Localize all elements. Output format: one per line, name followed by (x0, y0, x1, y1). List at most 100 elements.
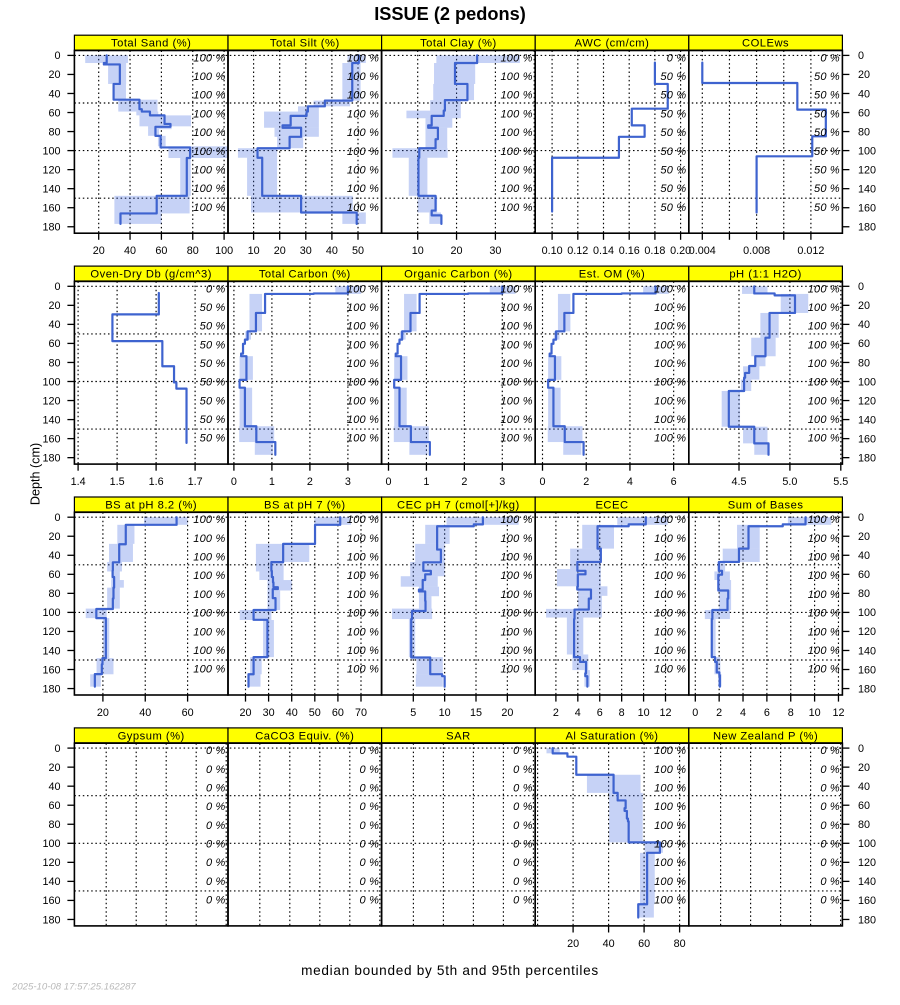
svg-text:100 %: 100 % (193, 664, 225, 676)
svg-text:60: 60 (182, 707, 194, 719)
svg-text:100 %: 100 % (654, 395, 686, 407)
svg-text:0.008: 0.008 (743, 245, 770, 257)
svg-text:100 %: 100 % (500, 52, 532, 64)
svg-text:180: 180 (858, 222, 876, 234)
svg-text:0: 0 (539, 476, 545, 488)
svg-text:100 %: 100 % (500, 664, 532, 676)
svg-text:0 %: 0 % (206, 764, 226, 776)
svg-text:10: 10 (638, 707, 650, 719)
svg-text:100 %: 100 % (500, 164, 532, 176)
svg-text:100 %: 100 % (808, 514, 840, 526)
svg-text:100 %: 100 % (500, 71, 532, 83)
svg-text:120: 120 (858, 395, 876, 407)
svg-text:100 %: 100 % (808, 626, 840, 638)
svg-text:50 %: 50 % (200, 321, 226, 333)
svg-text:100 %: 100 % (654, 339, 686, 351)
svg-text:100 %: 100 % (654, 283, 686, 295)
svg-text:100 %: 100 % (654, 570, 686, 582)
svg-text:ECEC: ECEC (595, 499, 628, 511)
svg-text:120: 120 (42, 626, 60, 638)
svg-text:Oven-Dry Db (g/cm^3): Oven-Dry Db (g/cm^3) (90, 269, 212, 281)
svg-text:60: 60 (858, 338, 870, 350)
svg-text:4: 4 (740, 707, 746, 719)
svg-text:4.5: 4.5 (731, 476, 746, 488)
svg-text:100 %: 100 % (347, 302, 379, 314)
svg-text:20: 20 (501, 707, 513, 719)
svg-text:5.0: 5.0 (782, 476, 797, 488)
svg-text:0 %: 0 % (513, 838, 533, 850)
svg-text:100 %: 100 % (654, 664, 686, 676)
svg-text:20: 20 (567, 938, 579, 950)
svg-text:100 %: 100 % (654, 302, 686, 314)
svg-text:60: 60 (48, 338, 60, 350)
svg-text:60: 60 (48, 800, 60, 812)
svg-text:0: 0 (54, 743, 60, 755)
svg-text:20: 20 (48, 69, 60, 81)
svg-text:100: 100 (858, 838, 876, 850)
svg-text:100 %: 100 % (500, 339, 532, 351)
svg-text:20: 20 (48, 300, 60, 312)
svg-text:100: 100 (42, 376, 60, 388)
svg-text:0 %: 0 % (513, 857, 533, 869)
svg-text:6: 6 (671, 476, 677, 488)
svg-text:40: 40 (48, 550, 60, 562)
svg-text:100 %: 100 % (808, 533, 840, 545)
svg-text:20: 20 (97, 707, 109, 719)
svg-text:0: 0 (692, 707, 698, 719)
svg-text:20: 20 (48, 531, 60, 543)
svg-text:Total Carbon (%): Total Carbon (%) (259, 269, 351, 281)
svg-text:100 %: 100 % (347, 52, 379, 64)
svg-text:100 %: 100 % (500, 414, 532, 426)
svg-text:180: 180 (42, 914, 60, 926)
svg-text:100 %: 100 % (654, 838, 686, 850)
svg-text:60: 60 (858, 800, 870, 812)
svg-text:80: 80 (48, 357, 60, 369)
svg-text:100 %: 100 % (193, 626, 225, 638)
svg-text:6: 6 (764, 707, 770, 719)
svg-text:100 %: 100 % (500, 127, 532, 139)
svg-text:100 %: 100 % (654, 857, 686, 869)
svg-text:50 %: 50 % (814, 146, 840, 158)
svg-text:0 %: 0 % (206, 820, 226, 832)
svg-text:120: 120 (42, 395, 60, 407)
svg-text:40: 40 (124, 245, 136, 257)
svg-text:100: 100 (858, 607, 876, 619)
svg-text:50 %: 50 % (660, 90, 686, 102)
svg-text:180: 180 (858, 914, 876, 926)
svg-text:30: 30 (300, 245, 312, 257)
svg-text:140: 140 (42, 183, 60, 195)
svg-text:100 %: 100 % (654, 533, 686, 545)
svg-text:100 %: 100 % (654, 626, 686, 638)
svg-text:0 %: 0 % (820, 820, 840, 832)
svg-text:100 %: 100 % (654, 801, 686, 813)
svg-text:100 %: 100 % (808, 570, 840, 582)
svg-text:0 %: 0 % (360, 801, 380, 813)
svg-text:100 %: 100 % (347, 514, 379, 526)
svg-text:BS at pH 8.2 (%): BS at pH 8.2 (%) (105, 499, 197, 511)
svg-text:0 %: 0 % (513, 820, 533, 832)
svg-text:2025-10-08 17:57:25.162287: 2025-10-08 17:57:25.162287 (11, 982, 136, 993)
svg-text:160: 160 (858, 664, 876, 676)
svg-text:100 %: 100 % (347, 146, 379, 158)
svg-text:160: 160 (42, 664, 60, 676)
svg-text:30: 30 (263, 707, 275, 719)
svg-text:100 %: 100 % (347, 433, 379, 445)
svg-text:100 %: 100 % (808, 589, 840, 601)
svg-text:50 %: 50 % (814, 127, 840, 139)
svg-text:Organic Carbon (%): Organic Carbon (%) (404, 269, 512, 281)
svg-text:New Zealand P (%): New Zealand P (%) (713, 730, 818, 742)
svg-text:100 %: 100 % (808, 302, 840, 314)
svg-text:0 %: 0 % (360, 764, 380, 776)
svg-text:0: 0 (858, 743, 864, 755)
svg-text:Total Sand (%): Total Sand (%) (111, 38, 191, 50)
svg-text:100 %: 100 % (808, 321, 840, 333)
svg-text:140: 140 (858, 414, 876, 426)
svg-text:100 %: 100 % (193, 146, 225, 158)
svg-text:20: 20 (858, 69, 870, 81)
svg-text:100 %: 100 % (193, 52, 225, 64)
svg-text:100 %: 100 % (500, 626, 532, 638)
svg-text:0.16: 0.16 (619, 245, 640, 257)
svg-text:100 %: 100 % (654, 876, 686, 888)
svg-text:50 %: 50 % (200, 395, 226, 407)
svg-text:100 %: 100 % (808, 664, 840, 676)
